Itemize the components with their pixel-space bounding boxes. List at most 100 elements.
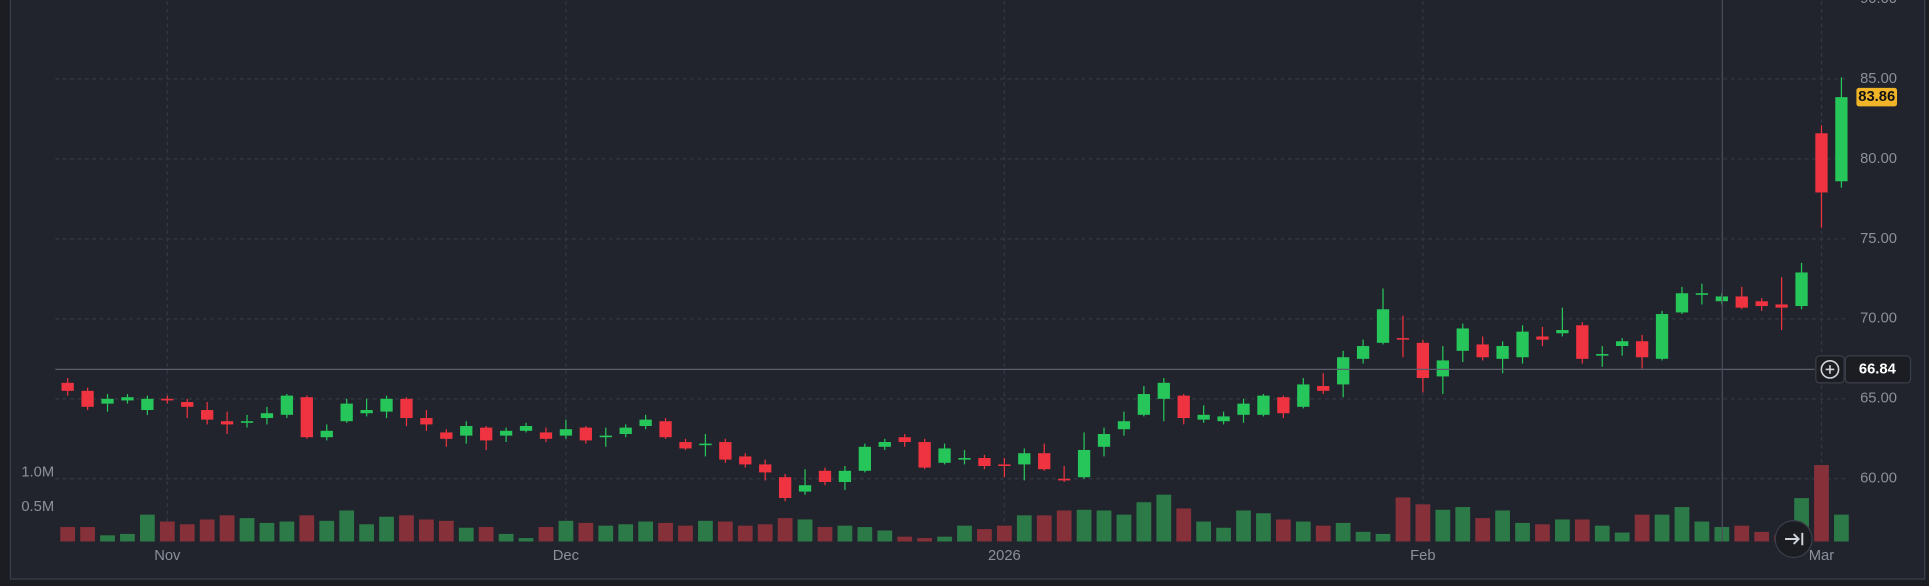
candle-body — [61, 382, 74, 391]
volume-bar — [678, 525, 693, 542]
volume-bar — [1056, 510, 1072, 542]
volume-bar — [937, 536, 952, 542]
candle-body — [1177, 395, 1190, 419]
volume-bar — [1634, 514, 1650, 542]
x-tick-label: Mar — [1809, 548, 1834, 564]
candle-body — [918, 442, 931, 468]
crosshair-price-box — [1844, 355, 1912, 384]
volume-bar — [1594, 525, 1610, 542]
volume-bar — [1196, 521, 1212, 542]
volume-bar — [259, 522, 275, 542]
candle-body — [559, 429, 573, 436]
candle-body — [659, 421, 672, 438]
candle-body — [1815, 133, 1828, 193]
volume-bar — [618, 524, 634, 542]
candle-body — [579, 427, 592, 441]
volume-bar — [1236, 510, 1251, 542]
x-tick-label: Feb — [1410, 548, 1435, 564]
volume-bar — [159, 521, 175, 542]
volume-bar — [179, 524, 195, 542]
volume-bar — [498, 533, 514, 542]
overlay-layer: 60.00 65.00 70.00 75.00 80.00 85.00 90.00 0.5M 1… — [21, 0, 1912, 564]
volume-bar — [1614, 532, 1630, 542]
candle-body — [1297, 384, 1310, 407]
volume-bar — [1036, 515, 1052, 542]
volume-bar — [578, 522, 594, 542]
candle-body — [121, 397, 134, 401]
candle-body — [798, 485, 812, 492]
candle-body — [1476, 344, 1489, 358]
candle-body — [1795, 272, 1808, 307]
plus-icon — [1820, 359, 1840, 379]
y-tick-label: 90.00 — [1860, 0, 1897, 7]
volume-bar — [379, 516, 394, 542]
candle-body — [1456, 328, 1469, 351]
candle-body — [1775, 304, 1788, 308]
volume-bar — [1176, 508, 1192, 542]
volume-bar — [1654, 514, 1670, 542]
candle-body — [101, 398, 114, 404]
volume-bar — [239, 518, 255, 542]
volume-bar — [777, 518, 793, 542]
volume-bar — [1834, 514, 1849, 542]
candle-body — [141, 398, 154, 411]
volume-bar — [1555, 519, 1570, 542]
volume-bar — [319, 520, 335, 542]
candle-body — [1217, 416, 1230, 422]
volume-bar — [1515, 522, 1530, 542]
candle-body — [898, 437, 911, 443]
candle-body — [1536, 336, 1549, 340]
volume-bar — [219, 515, 235, 542]
volume-bar — [1435, 509, 1451, 542]
volume-bar — [717, 521, 733, 542]
volume-bar — [1455, 507, 1471, 542]
candle-body — [300, 397, 313, 438]
candle-body — [1237, 403, 1250, 415]
candle-body — [420, 418, 433, 425]
volume-bar — [1295, 521, 1311, 542]
candle-body — [1057, 478, 1071, 481]
last-price-box — [1856, 87, 1898, 107]
candle-body — [679, 442, 692, 449]
volume-bar — [737, 525, 753, 542]
volume-bar — [1016, 515, 1032, 542]
candle-body — [1257, 395, 1270, 415]
candle-body — [1516, 331, 1529, 358]
candle-body — [639, 419, 652, 427]
candle-body — [320, 430, 333, 438]
volume-bar — [80, 527, 95, 542]
y-tick-label: 75.00 — [1860, 231, 1897, 247]
volume-bar — [359, 524, 374, 542]
volume-bar — [638, 521, 654, 542]
candle-body — [699, 443, 712, 446]
candle-body — [1655, 314, 1669, 359]
candle-body — [1755, 301, 1768, 307]
volume-bar — [1375, 533, 1391, 542]
candle-body — [998, 464, 1011, 467]
candle-body — [818, 470, 832, 483]
volume-bar — [1315, 525, 1331, 542]
volume-bar — [797, 519, 813, 542]
volume-bar — [538, 527, 554, 542]
candle-body — [499, 430, 513, 436]
candle-body — [1097, 434, 1111, 447]
candle-body — [858, 446, 872, 471]
volume-bar — [458, 527, 474, 542]
candle-body — [360, 410, 373, 414]
scroll-button[interactable] — [1774, 519, 1813, 559]
candle-body — [878, 442, 891, 447]
candle-body — [1018, 453, 1031, 465]
volume-bar — [897, 536, 913, 542]
volume-bar — [1256, 513, 1271, 542]
volume-bar — [438, 520, 454, 542]
volume-bar — [60, 527, 76, 542]
candle-body — [1556, 330, 1569, 334]
volume-bar — [1136, 502, 1152, 542]
candle-body — [1596, 354, 1609, 356]
x-tick-label: Nov — [154, 548, 181, 564]
volume-bar — [877, 530, 893, 542]
y-tick-label: 65.00 — [1860, 391, 1897, 407]
candle-body — [1436, 360, 1449, 377]
scroll-icon — [1785, 532, 1804, 546]
